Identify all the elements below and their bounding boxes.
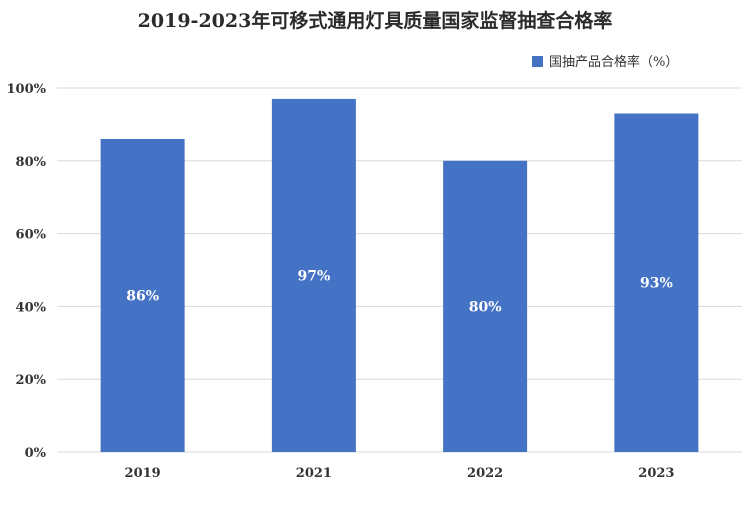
x-tick-label: 2019 xyxy=(125,466,161,481)
legend-swatch xyxy=(532,56,543,67)
bar xyxy=(443,160,528,453)
legend-label: 国抽产品合格率（%） xyxy=(549,54,678,70)
bar-value-label: 93% xyxy=(640,276,673,292)
bar-labels: 86% 97% 80% 93% xyxy=(126,268,673,315)
bar xyxy=(271,98,356,453)
bar-value-label: 80% xyxy=(469,299,502,315)
x-tick-label: 2023 xyxy=(638,466,674,481)
y-tick-label: 60% xyxy=(16,228,47,243)
y-tick-label: 100% xyxy=(7,82,47,97)
bar xyxy=(100,138,185,452)
x-tick-label: 2022 xyxy=(467,466,503,481)
x-axis-ticks: 2019 2021 2022 2023 xyxy=(125,466,675,481)
bars xyxy=(100,98,699,453)
bar-value-label: 97% xyxy=(297,268,330,284)
y-tick-label: 80% xyxy=(16,155,47,170)
chart-title: 2019-2023年可移式通用灯具质量国家监督抽查合格率 xyxy=(138,9,613,32)
y-tick-label: 0% xyxy=(25,446,47,461)
y-tick-label: 40% xyxy=(16,300,47,315)
y-tick-label: 20% xyxy=(16,373,47,388)
legend: 国抽产品合格率（%） xyxy=(532,54,678,70)
bar-value-label: 86% xyxy=(126,288,159,304)
bar xyxy=(614,113,699,452)
y-axis-ticks: 0% 20% 40% 60% 80% 100% xyxy=(7,82,47,461)
x-tick-label: 2021 xyxy=(296,466,332,481)
